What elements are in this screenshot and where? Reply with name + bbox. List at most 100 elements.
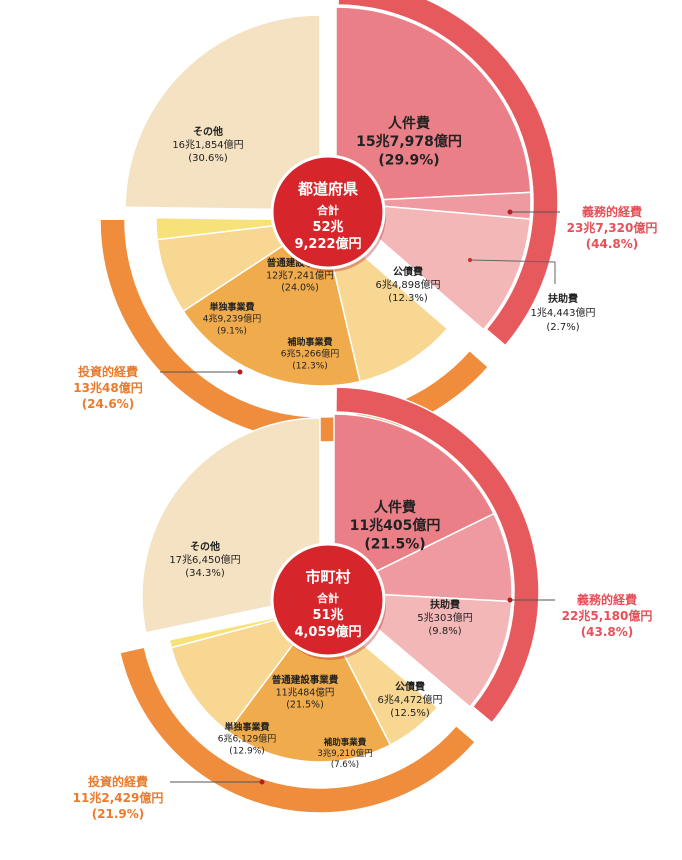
- slice-percent: (2.7%): [546, 322, 579, 333]
- slice-percent: (12.3%): [388, 293, 428, 304]
- slice-percent: (12.3%): [292, 361, 328, 371]
- group-name: 義務的経費: [577, 592, 637, 607]
- slice-kousai: [333, 201, 532, 331]
- slice-percent: (21.5%): [286, 700, 324, 711]
- slice-percent: (24.0%): [281, 283, 319, 294]
- slice-name: 補助事業費: [286, 336, 332, 348]
- slice-percent: (9.1%): [217, 326, 247, 336]
- slice-amount: 11兆484億円: [276, 686, 335, 698]
- group-amount: 13兆48億円: [73, 380, 142, 395]
- slice-name: 扶助費: [548, 292, 578, 305]
- slice-amount: 5兆303億円: [417, 611, 472, 624]
- group-name: 投資的経費: [78, 364, 138, 379]
- slice-sonota: [124, 14, 321, 211]
- slice-name: 公債費: [393, 265, 423, 278]
- slice-name: その他: [193, 125, 223, 138]
- slice-percent: (21.5%): [364, 536, 425, 552]
- slice-amount: 16兆1,854億円: [172, 138, 243, 151]
- group-ring-toshi: [119, 646, 477, 814]
- slice-name: 扶助費: [430, 598, 460, 611]
- slice-jinken: [333, 413, 495, 594]
- slice-amount: 6兆4,472億円: [378, 693, 443, 706]
- center-total-line1: 52兆: [312, 219, 343, 235]
- group-amount: 23兆7,320億円: [567, 220, 658, 235]
- slice-name: その他: [190, 540, 220, 553]
- slice-name: 普通建設事業費: [272, 674, 339, 686]
- group-ring-gimu: [335, 386, 540, 724]
- slice-percent: (9.8%): [428, 626, 461, 637]
- pie-chart-1: 人件費15兆7,978億円(29.9%)公債費6兆4,898億円(12.3%)補…: [73, 0, 658, 443]
- leader-dot-gimu: [507, 209, 513, 215]
- slice-percent: (7.6%): [331, 760, 359, 770]
- group-amount: 11兆2,429億円: [73, 790, 164, 805]
- slice-percent: (29.9%): [378, 152, 439, 168]
- group-percent: (21.9%): [92, 807, 145, 821]
- center-circle: [270, 542, 386, 658]
- leader-dot-gimu: [507, 597, 513, 603]
- group-percent: (44.8%): [586, 237, 639, 251]
- slice-name: 公債費: [395, 680, 425, 693]
- leader-dot-fujo: [468, 258, 472, 262]
- slice-amount: 6兆6,129億円: [218, 733, 277, 745]
- center-title: 都道府県: [297, 180, 358, 198]
- group-percent: (43.8%): [581, 625, 634, 639]
- slice-name: 補助事業費: [323, 737, 367, 748]
- slice-amount: 3兆9,210億円: [317, 748, 372, 759]
- leader-dot-toshi: [259, 779, 265, 785]
- slice-name: 人件費: [388, 115, 430, 132]
- leader-line-fujo: [469, 259, 556, 284]
- slice-name: 単独事業費: [224, 721, 269, 733]
- center-total-line2: 4,059億円: [294, 624, 361, 640]
- slice-amount: 4兆9,239億円: [203, 313, 262, 325]
- slice-percent: (12.5%): [390, 708, 430, 719]
- center-circle: [270, 154, 386, 270]
- group-name: 投資的経費: [88, 774, 148, 789]
- center-total-line1: 51兆: [312, 607, 343, 623]
- center-title: 市町村: [305, 568, 350, 586]
- slice-amount: 6兆4,898億円: [376, 278, 441, 291]
- slice-name: 人件費: [374, 499, 416, 516]
- group-ring-gimu: [337, 0, 559, 347]
- center-total-label: 合計: [317, 591, 339, 605]
- group-percent: (24.6%): [82, 397, 135, 411]
- slice-percent: (34.3%): [185, 568, 225, 579]
- leader-dot-toshi: [237, 369, 243, 375]
- group-amount: 22兆5,180億円: [562, 608, 653, 623]
- slice-amount: 11兆405億円: [350, 517, 441, 534]
- slice-percent: (12.9%): [229, 746, 265, 756]
- slice-amount: 17兆6,450億円: [169, 553, 240, 566]
- slice-tandoku: [170, 606, 322, 733]
- slice-futsu: [226, 606, 392, 763]
- center-total-line2: 9,222億円: [294, 236, 361, 252]
- slice-jinken: [335, 6, 532, 203]
- slice-amount: 6兆5,266億円: [281, 348, 340, 360]
- slice-name: 単独事業費: [209, 301, 254, 313]
- center-total-label: 合計: [317, 203, 339, 217]
- slice-amount: 1兆4,443億円: [531, 306, 596, 319]
- group-name: 義務的経費: [582, 204, 642, 219]
- slice-amount: 12兆7,241億円: [266, 269, 334, 281]
- slice-amount: 15兆7,978億円: [356, 133, 462, 150]
- slice-percent: (30.6%): [188, 153, 228, 164]
